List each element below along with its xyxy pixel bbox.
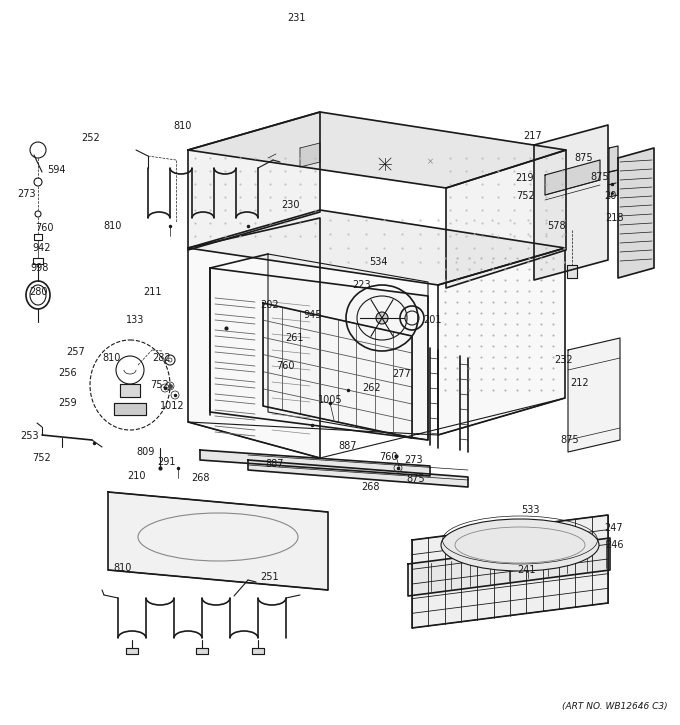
Text: 887: 887 bbox=[339, 441, 357, 451]
Text: 942: 942 bbox=[33, 243, 51, 253]
Polygon shape bbox=[120, 384, 140, 397]
Text: 875: 875 bbox=[575, 153, 594, 163]
Text: 232: 232 bbox=[555, 355, 573, 365]
Text: 133: 133 bbox=[126, 315, 144, 325]
Text: 277: 277 bbox=[392, 369, 411, 379]
Polygon shape bbox=[114, 403, 146, 415]
Text: 810: 810 bbox=[103, 353, 121, 363]
Polygon shape bbox=[196, 648, 208, 654]
Text: 998: 998 bbox=[31, 263, 49, 273]
Text: 875: 875 bbox=[561, 435, 579, 445]
Text: ×: × bbox=[426, 157, 434, 167]
Text: 291: 291 bbox=[158, 457, 176, 467]
Circle shape bbox=[376, 312, 388, 324]
Text: 273: 273 bbox=[405, 455, 424, 465]
Text: 251: 251 bbox=[260, 572, 279, 582]
Text: 273: 273 bbox=[18, 189, 36, 199]
Text: 259: 259 bbox=[58, 398, 78, 408]
Text: 810: 810 bbox=[114, 563, 132, 573]
Text: 760: 760 bbox=[379, 452, 397, 462]
Polygon shape bbox=[534, 125, 608, 280]
Polygon shape bbox=[567, 265, 577, 278]
Ellipse shape bbox=[441, 519, 599, 571]
Text: 246: 246 bbox=[605, 540, 624, 550]
Text: 875: 875 bbox=[407, 474, 425, 484]
Text: 210: 210 bbox=[126, 471, 146, 481]
Text: 875: 875 bbox=[591, 172, 609, 182]
Text: 202: 202 bbox=[260, 300, 279, 310]
Polygon shape bbox=[412, 515, 608, 628]
Text: 230: 230 bbox=[281, 200, 299, 210]
Text: 212: 212 bbox=[571, 378, 590, 388]
Polygon shape bbox=[252, 648, 264, 654]
Text: 594: 594 bbox=[47, 165, 65, 175]
Text: 534: 534 bbox=[369, 257, 387, 267]
Polygon shape bbox=[248, 460, 468, 487]
Text: 268: 268 bbox=[361, 482, 379, 492]
Text: 211: 211 bbox=[143, 287, 161, 297]
Text: 256: 256 bbox=[58, 368, 78, 378]
Text: 1005: 1005 bbox=[318, 395, 342, 405]
Text: 752: 752 bbox=[151, 380, 169, 390]
Text: 945: 945 bbox=[304, 310, 322, 320]
Text: 231: 231 bbox=[287, 13, 305, 23]
Text: 760: 760 bbox=[276, 361, 294, 371]
Text: 578: 578 bbox=[547, 221, 565, 231]
Polygon shape bbox=[200, 450, 430, 476]
Text: 533: 533 bbox=[521, 505, 539, 515]
Text: 810: 810 bbox=[174, 121, 192, 131]
Text: 809: 809 bbox=[137, 447, 155, 457]
Polygon shape bbox=[188, 210, 565, 285]
Polygon shape bbox=[108, 492, 328, 590]
Polygon shape bbox=[438, 248, 565, 435]
Text: 268: 268 bbox=[191, 473, 209, 483]
Text: 201: 201 bbox=[423, 315, 441, 325]
Polygon shape bbox=[446, 150, 566, 288]
Text: 257: 257 bbox=[67, 347, 86, 357]
Text: 20: 20 bbox=[604, 191, 616, 201]
Polygon shape bbox=[609, 170, 618, 197]
Text: 241: 241 bbox=[517, 565, 535, 575]
Polygon shape bbox=[188, 112, 566, 188]
Text: 223: 223 bbox=[353, 280, 371, 290]
Text: 247: 247 bbox=[605, 523, 624, 533]
Polygon shape bbox=[300, 143, 320, 167]
Polygon shape bbox=[188, 218, 320, 458]
Text: 752: 752 bbox=[517, 191, 535, 201]
Text: 262: 262 bbox=[362, 383, 381, 393]
Text: (ART NO. WB12646 C3): (ART NO. WB12646 C3) bbox=[562, 702, 668, 711]
Text: 219: 219 bbox=[515, 173, 533, 183]
Text: 253: 253 bbox=[20, 431, 39, 441]
Text: 887: 887 bbox=[266, 459, 284, 469]
Text: 218: 218 bbox=[605, 213, 624, 223]
Polygon shape bbox=[210, 268, 428, 440]
Polygon shape bbox=[545, 160, 600, 195]
Text: 1012: 1012 bbox=[160, 401, 184, 411]
Polygon shape bbox=[126, 648, 138, 654]
Text: 760: 760 bbox=[35, 223, 53, 233]
Text: 752: 752 bbox=[33, 453, 52, 463]
Text: 282: 282 bbox=[153, 353, 171, 363]
Polygon shape bbox=[408, 538, 610, 596]
Text: 810: 810 bbox=[104, 221, 122, 231]
Polygon shape bbox=[618, 148, 654, 278]
Text: 280: 280 bbox=[29, 287, 47, 297]
Text: 252: 252 bbox=[82, 133, 101, 143]
Text: 217: 217 bbox=[524, 131, 543, 141]
Polygon shape bbox=[609, 146, 618, 172]
Polygon shape bbox=[188, 112, 320, 250]
Polygon shape bbox=[568, 338, 620, 452]
Text: 261: 261 bbox=[286, 333, 304, 343]
Polygon shape bbox=[268, 254, 428, 440]
